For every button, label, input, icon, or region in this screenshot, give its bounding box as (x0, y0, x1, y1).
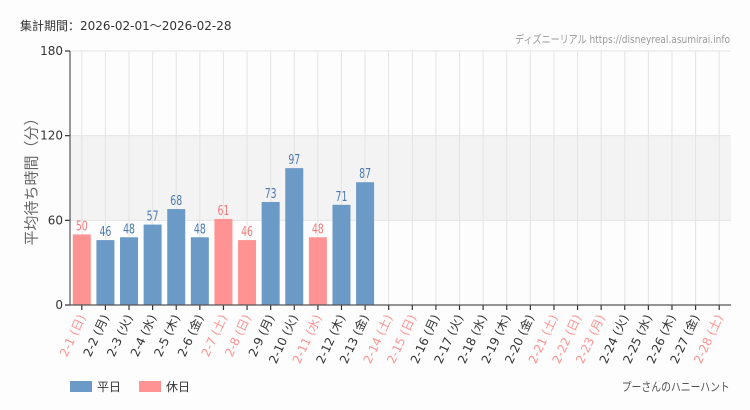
bar[interactable] (356, 182, 375, 305)
bar[interactable] (238, 240, 257, 305)
legend: 平日 休日 (70, 378, 202, 395)
bar-value-label: 97 (288, 152, 300, 167)
bar-value-label: 48 (123, 221, 135, 236)
legend-weekday-label: 平日 (97, 380, 122, 394)
bar[interactable] (72, 234, 91, 305)
y-tick-label: 60 (48, 213, 63, 227)
site-credit: ディズニーリアル https://disneyreal.asumirai.inf… (515, 33, 730, 46)
bar[interactable] (167, 209, 186, 305)
legend-item-weekday[interactable]: 平日 (70, 378, 121, 395)
bar-value-label: 48 (312, 221, 324, 236)
bar-value-label: 71 (336, 189, 348, 204)
bar-value-label: 50 (76, 218, 88, 233)
bar[interactable] (143, 224, 162, 305)
bar[interactable] (308, 237, 327, 305)
bar-value-label: 87 (359, 166, 371, 181)
bar[interactable] (120, 237, 139, 305)
bar-value-label: 46 (99, 224, 111, 239)
bar-value-label: 48 (194, 221, 206, 236)
period-label: 集計期間：2026-02-01〜2026-02-28 (20, 19, 232, 33)
holiday-swatch (139, 381, 162, 392)
bar[interactable] (261, 201, 280, 305)
weekday-swatch (70, 381, 92, 392)
bar-value-label: 57 (147, 208, 159, 223)
bar[interactable] (190, 237, 209, 305)
attraction-name: プーさんのハニーハント (621, 380, 730, 394)
shaded-band (70, 135, 731, 221)
legend-holiday-label: 休日 (166, 380, 191, 394)
bar[interactable] (214, 218, 233, 305)
bar-value-label: 61 (217, 203, 229, 218)
bar[interactable] (285, 168, 304, 305)
legend-item-holiday[interactable]: 休日 (139, 378, 190, 395)
bar-value-label: 73 (265, 186, 277, 201)
bar[interactable] (96, 240, 115, 305)
bar[interactable] (332, 204, 351, 305)
bar-value-label: 68 (170, 193, 182, 208)
y-tick-label: 180 (40, 44, 63, 58)
y-tick-label: 0 (55, 298, 63, 312)
y-tick-label: 120 (40, 129, 63, 143)
bar-value-label: 46 (241, 224, 253, 239)
